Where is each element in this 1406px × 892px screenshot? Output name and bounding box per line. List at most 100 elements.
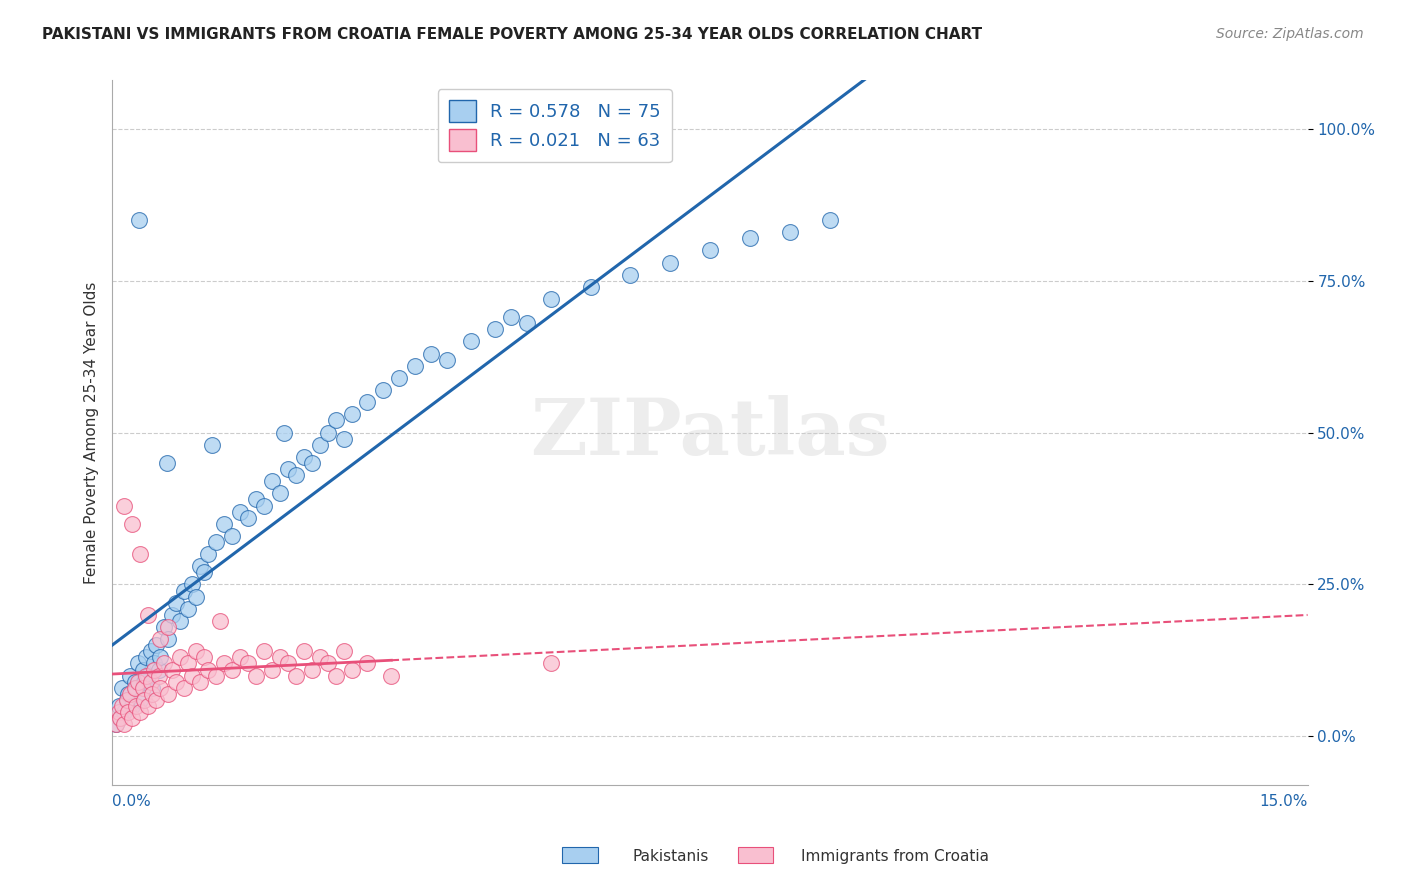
Point	[157, 687, 180, 701]
Point	[659, 255, 682, 269]
Point	[186, 644, 208, 658]
Point	[105, 717, 128, 731]
Point	[142, 663, 165, 677]
Point	[148, 663, 170, 677]
Point	[124, 674, 146, 689]
Point	[308, 650, 330, 665]
Point	[111, 681, 134, 695]
Point	[273, 425, 295, 440]
Point	[269, 650, 291, 665]
Point	[236, 510, 259, 524]
Point	[162, 663, 183, 677]
Point	[135, 650, 157, 665]
Point	[188, 674, 211, 689]
Point	[779, 225, 801, 239]
Point	[540, 657, 562, 671]
Point	[149, 650, 172, 665]
Point	[177, 601, 200, 615]
Point	[292, 644, 315, 658]
Point	[619, 268, 641, 282]
Point	[221, 529, 243, 543]
Point	[253, 499, 276, 513]
Point	[157, 632, 180, 647]
Point	[157, 620, 180, 634]
Point	[181, 668, 204, 682]
Point	[316, 425, 339, 440]
Point	[212, 657, 235, 671]
Point	[499, 310, 522, 325]
Point	[260, 474, 283, 488]
Point	[115, 693, 138, 707]
Point	[114, 717, 135, 731]
Point	[169, 650, 191, 665]
Point	[284, 468, 307, 483]
Point	[138, 668, 160, 682]
Point	[139, 674, 162, 689]
Point	[129, 705, 152, 719]
Legend: R = 0.578   N = 75, R = 0.021   N = 63: R = 0.578 N = 75, R = 0.021 N = 63	[437, 89, 672, 162]
Point	[340, 663, 363, 677]
Point	[173, 681, 195, 695]
Point	[229, 505, 252, 519]
Point	[169, 614, 191, 628]
Point	[404, 359, 426, 373]
Point	[138, 698, 160, 713]
Point	[110, 711, 132, 725]
Point	[141, 687, 163, 701]
Text: Pakistanis: Pakistanis	[633, 849, 709, 863]
Point	[197, 663, 219, 677]
Point	[132, 663, 155, 677]
Point	[212, 516, 235, 531]
Point	[139, 644, 162, 658]
Point	[145, 638, 167, 652]
Point	[141, 681, 163, 695]
Point	[142, 657, 165, 671]
Point	[145, 693, 167, 707]
Text: Source: ZipAtlas.com: Source: ZipAtlas.com	[1216, 27, 1364, 41]
Point	[127, 657, 149, 671]
Point	[205, 668, 228, 682]
Point	[129, 547, 152, 561]
Point	[332, 432, 354, 446]
Text: 15.0%: 15.0%	[1260, 794, 1308, 809]
Point	[149, 632, 172, 647]
Point	[114, 705, 135, 719]
Point	[156, 456, 179, 470]
Point	[516, 316, 538, 330]
Point	[121, 698, 143, 713]
Point	[118, 668, 141, 682]
Point	[181, 577, 204, 591]
Point	[138, 607, 160, 622]
Text: Immigrants from Croatia: Immigrants from Croatia	[801, 849, 990, 863]
Point	[269, 486, 291, 500]
Point	[301, 456, 323, 470]
Point	[125, 698, 148, 713]
Point	[153, 657, 176, 671]
Point	[253, 644, 276, 658]
Y-axis label: Female Poverty Among 25-34 Year Olds: Female Poverty Among 25-34 Year Olds	[83, 282, 98, 583]
Point	[277, 657, 299, 671]
Point	[110, 711, 132, 725]
Point	[115, 693, 138, 707]
Point	[129, 693, 152, 707]
Point	[153, 620, 176, 634]
Point	[340, 408, 363, 422]
Point	[197, 547, 219, 561]
Point	[173, 583, 195, 598]
Point	[292, 450, 315, 464]
Point	[579, 280, 602, 294]
Point	[188, 559, 211, 574]
Point	[108, 698, 131, 713]
Point	[165, 596, 187, 610]
Point	[201, 438, 224, 452]
Point	[277, 462, 299, 476]
Point	[373, 383, 395, 397]
Point	[121, 516, 143, 531]
Point	[105, 717, 128, 731]
Point	[125, 681, 148, 695]
Point	[118, 687, 141, 701]
Point	[134, 693, 156, 707]
Point	[221, 663, 243, 677]
Point	[308, 438, 330, 452]
Point	[356, 657, 378, 671]
